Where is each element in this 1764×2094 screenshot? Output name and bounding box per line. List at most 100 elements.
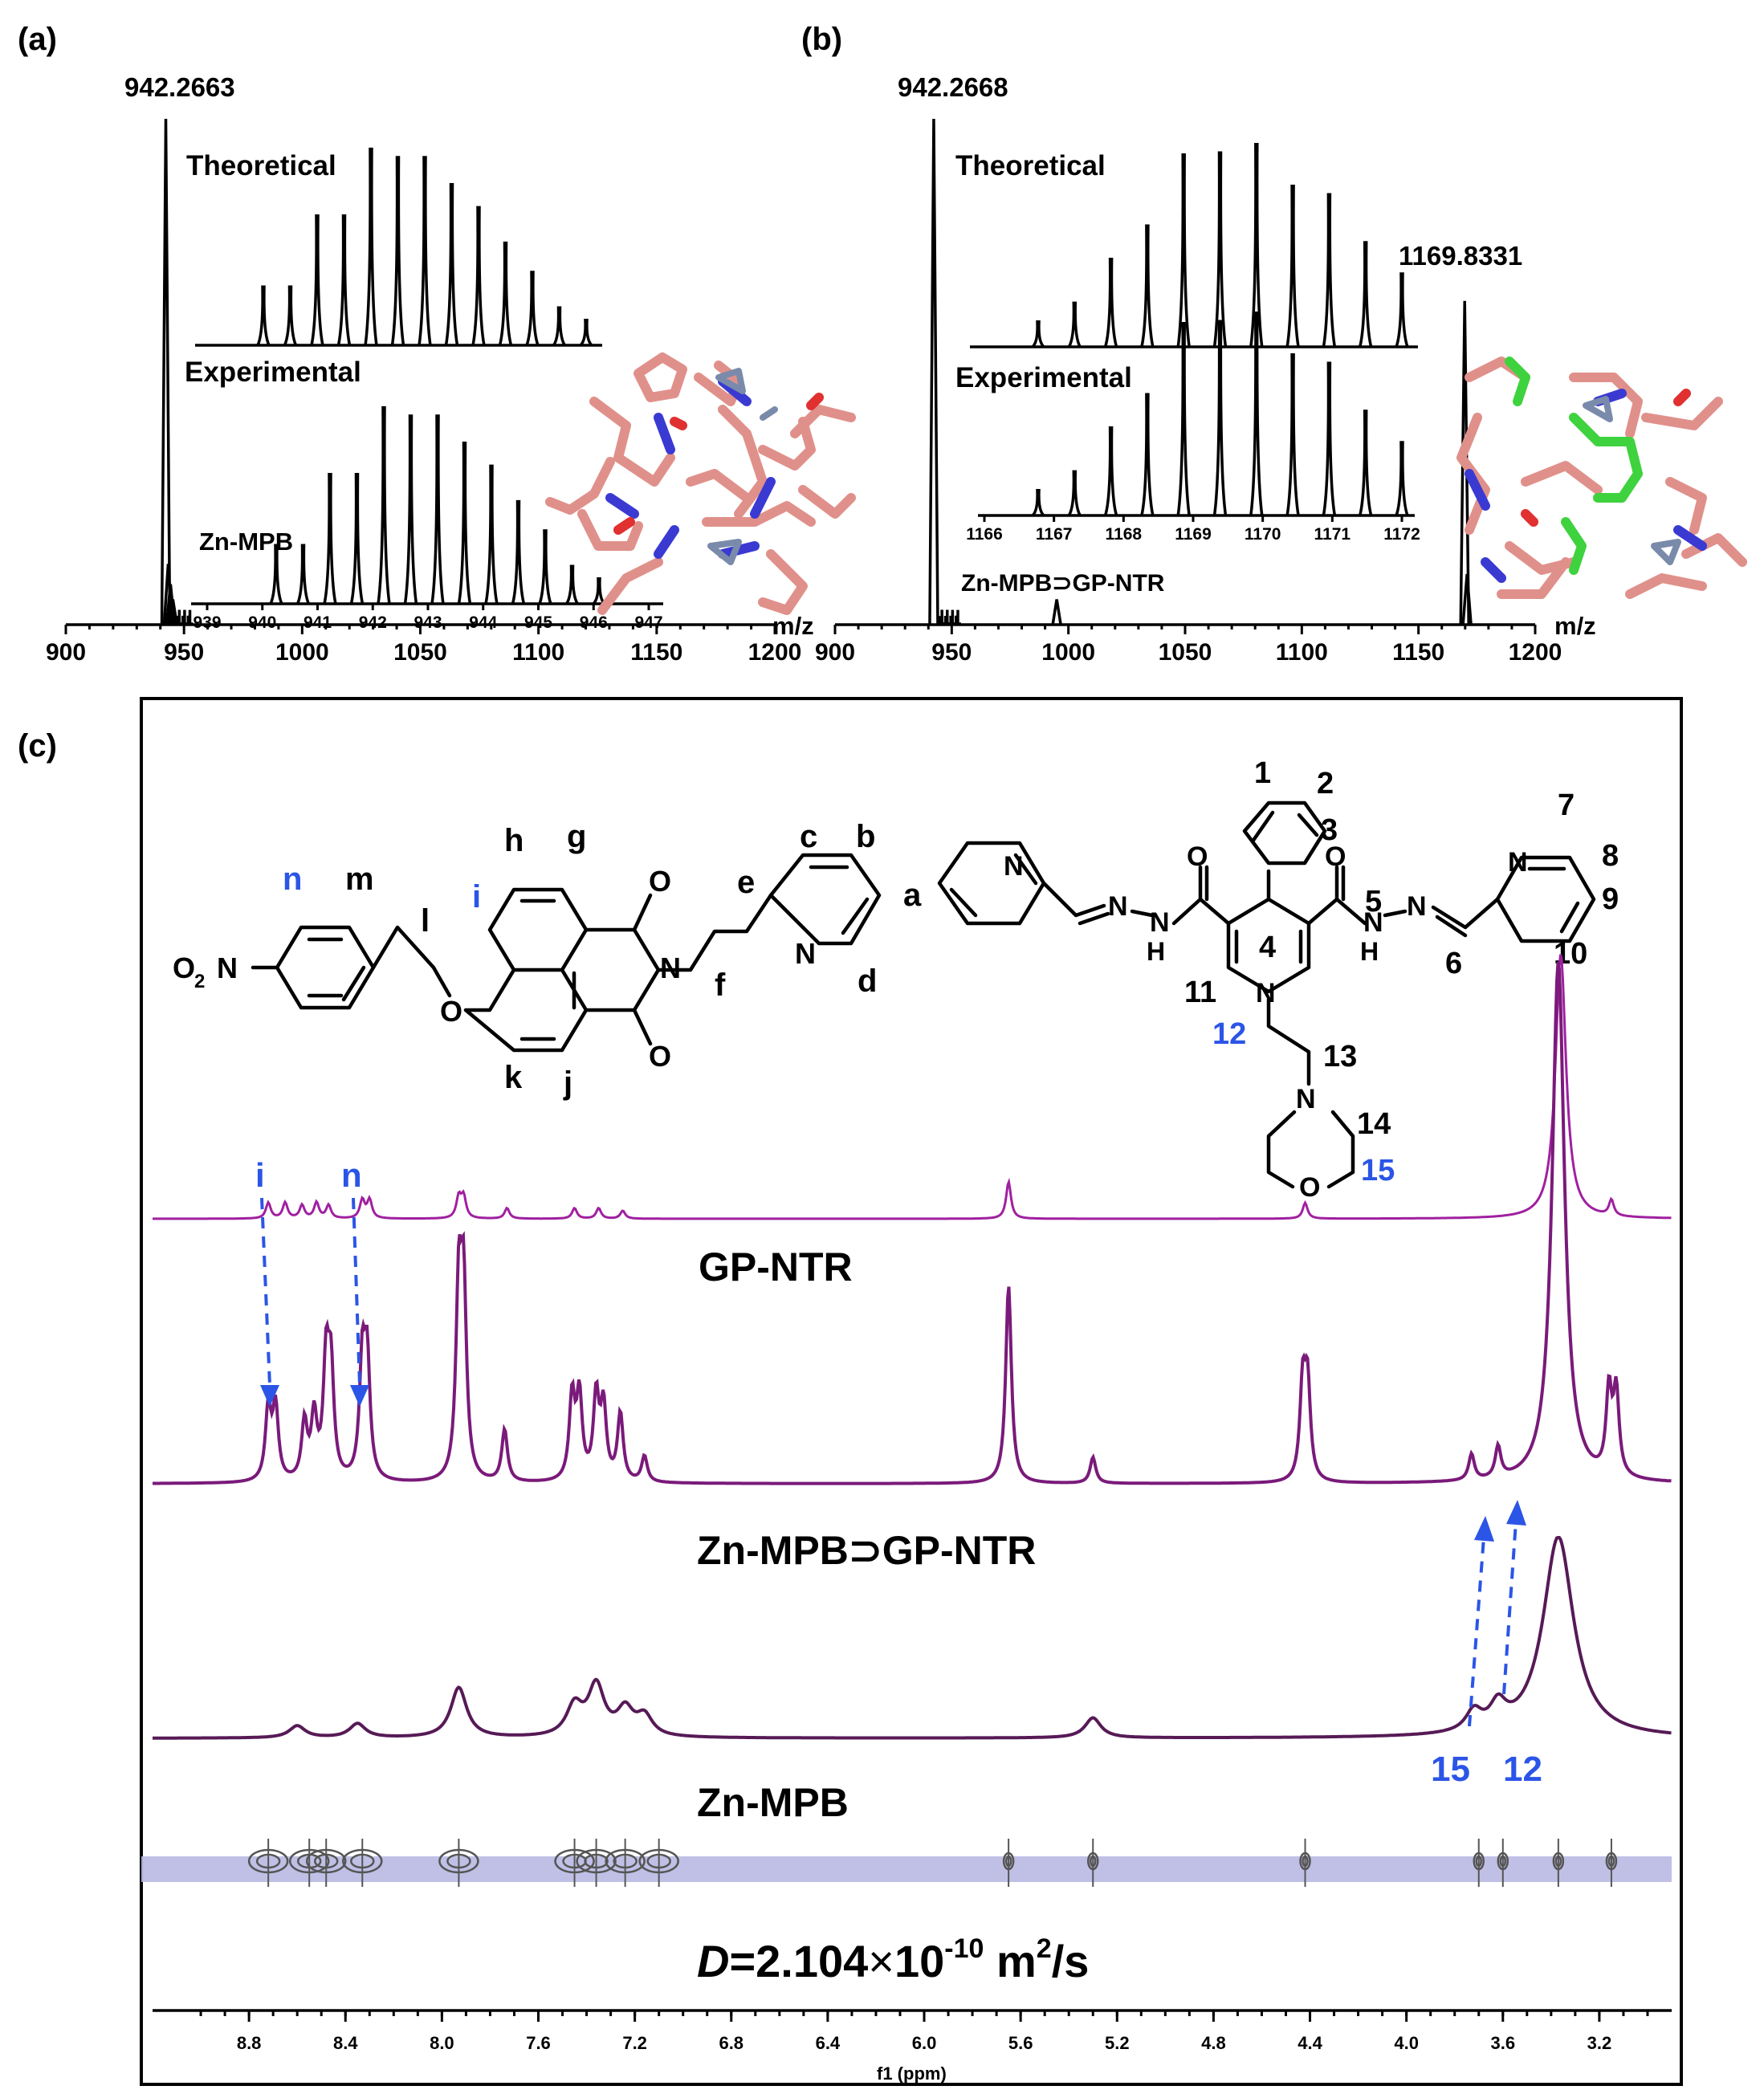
ms-a-theoretical-label: Theoretical (186, 150, 336, 181)
ms-a-theo-peak (525, 271, 540, 346)
ms-a-exp-peak (538, 529, 552, 605)
label-m: m (345, 862, 374, 897)
label-15: 15 (1361, 1154, 1395, 1188)
ms-a-x-label: m/z (772, 612, 814, 640)
ms-a-theo-peak (336, 214, 352, 346)
ms-b-main-peak (1051, 599, 1062, 625)
ms-b-xtick-label: 1050 (1159, 639, 1212, 666)
host-structure: N N N H O N O N H N N N (937, 756, 1619, 1203)
label-9: 9 (1602, 882, 1619, 916)
panel-b-label: (b) (801, 22, 842, 57)
nmr-xtick-label: 5.2 (1105, 2033, 1130, 2053)
ms-a-xtick-label: 1200 (748, 639, 802, 666)
ms-a-inset-tick-label: 945 (524, 613, 552, 632)
ms-b-main-peak (1461, 573, 1473, 625)
pyridine-n: N (795, 937, 816, 970)
nmr-xtick-label: 3.2 (1587, 2033, 1612, 2053)
label-13: 13 (1323, 1040, 1357, 1073)
nitro-o: O (173, 951, 195, 984)
ms-a-xtick-label: 1150 (630, 639, 682, 666)
imide-o1: O (649, 865, 671, 898)
nmr-xtick-label: 5.6 (1008, 2033, 1033, 2053)
ms-a-exp-peak (484, 464, 499, 605)
host-ring-n: N (1256, 978, 1276, 1008)
ms-b-second-peak-label: 1169.8331 (1399, 241, 1522, 271)
shift-arrows (260, 1197, 1526, 1727)
label-n: n (283, 862, 302, 897)
arrow-n-head (350, 1385, 369, 1407)
ms-a-exp-peak (377, 405, 391, 605)
nmr-xtick-label: 7.6 (526, 2033, 551, 2053)
host-o1: O (1187, 841, 1208, 872)
ms-a-theo-peak (364, 147, 378, 346)
host-imine-n1: N (1108, 891, 1128, 922)
label-e: e (737, 865, 755, 900)
ms-b-experimental-label: Experimental (955, 362, 1132, 393)
panel-b: (b) 942.2668 Theoretical 1169.8331 Exper… (801, 22, 1747, 666)
label-i: i (472, 879, 481, 915)
arrow-12 (1502, 1521, 1518, 1695)
ms-b-exp-peak (1212, 320, 1228, 516)
ms-b-exp-peak (1285, 353, 1300, 516)
ms-b-exp-peak (1359, 409, 1373, 516)
label-h: h (504, 823, 523, 858)
ms-a-inset-tick-label: 942 (359, 613, 387, 632)
nmr-trace (153, 1536, 1672, 1740)
ms-a-theo-peak (283, 285, 298, 346)
peak-label-15: 15 (1431, 1750, 1470, 1789)
ms-a-theo-peak (310, 214, 324, 346)
ms-b-inset-tick-label: 1169 (1175, 525, 1212, 544)
label-g: g (567, 819, 586, 854)
guest-structure: O 2 N O O O N N n m l i h g k j e (173, 819, 922, 1101)
label-j: j (563, 1065, 572, 1101)
label-k: k (504, 1060, 523, 1095)
ms-a-xtick-label: 1000 (275, 639, 329, 666)
ms-a-theo-peak (418, 156, 432, 346)
ether-o: O (440, 995, 462, 1028)
ms-b-x-label: m/z (1554, 612, 1596, 640)
label-c: c (800, 819, 817, 854)
host-nh1-n: N (1150, 907, 1170, 938)
nmr-x-label: f1 (ppm) (877, 2063, 947, 2084)
ms-b-inset-tick-label: 1172 (1383, 525, 1420, 544)
ms-a-xtick-label: 900 (46, 639, 86, 666)
nmr-xtick-label: 3.6 (1490, 2033, 1515, 2053)
ms-a-xtick-label: 1100 (512, 639, 564, 666)
ms-b-theo-peak (1212, 151, 1228, 348)
panel-a: (a) 942.2663 Theoretical Experimental Zn… (18, 22, 856, 666)
spectrum-label-complex: Zn-MPB⊃GP-NTR (697, 1528, 1036, 1573)
host-py1-n: N (1004, 851, 1024, 882)
arrow-15 (1468, 1537, 1485, 1727)
ms-b-theo-peak (1395, 272, 1409, 348)
ms-b-inset-tick-label: 1167 (1036, 525, 1073, 544)
label-7: 7 (1558, 788, 1575, 822)
ms-a-exp-peak (565, 564, 579, 605)
label-6: 6 (1445, 947, 1462, 980)
ms-b-inset-tick-label: 1168 (1106, 525, 1143, 544)
ms-b-exp-peak (1140, 393, 1155, 516)
ms-a-inset-tick-label: 940 (248, 613, 276, 632)
host-imine-n2: N (1407, 891, 1427, 922)
peak-label-i: i (255, 1156, 265, 1194)
ms-b-exp-peak (1395, 441, 1409, 516)
nmr-trace (153, 954, 1672, 1220)
ms-b-inset-ticks: 1166 1167 1168 1169 1170 1171 1172 (966, 515, 1420, 544)
label-12: 12 (1212, 1017, 1246, 1051)
ms-b-theo-peak (1249, 143, 1264, 348)
nitro-sub: 2 (194, 971, 205, 992)
ms-b-xtick-label: 900 (815, 639, 855, 666)
ms-a-theo-peak (471, 206, 486, 346)
ms-b-x-ticks: 900 950 1000 1050 1100 1150 1200 (815, 625, 1562, 666)
ms-a-experimental-label: Experimental (185, 356, 361, 388)
host-morph-o: O (1299, 1172, 1320, 1203)
label-1: 1 (1254, 756, 1271, 790)
ms-b-theo-peak (1359, 241, 1373, 348)
host-o2: O (1325, 841, 1346, 872)
ms-b-theoretical-isotope (970, 143, 1418, 348)
ms-a-xtick-label: 1050 (393, 639, 447, 666)
ms-b-exp-peak (1067, 470, 1082, 516)
host-morph-n: N (1296, 1084, 1316, 1114)
nmr-frame (140, 697, 1683, 2086)
ms-a-inset-tick-label: 943 (414, 613, 442, 632)
ms-b-theo-peak (1067, 301, 1082, 348)
